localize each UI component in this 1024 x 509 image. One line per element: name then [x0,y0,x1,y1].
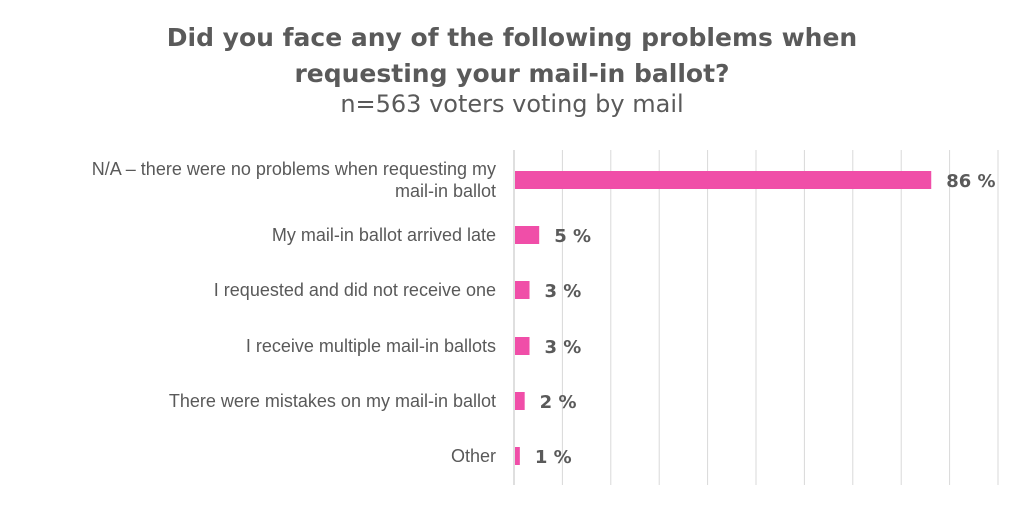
bar [515,226,540,244]
category-label: I receive multiple mail-in ballots [246,336,496,356]
category-label: Other [451,446,496,466]
bar [515,392,525,410]
data-label: 3 % [545,281,582,302]
category-label: I requested and did not receive one [214,280,496,300]
bar [515,281,530,299]
category-label: There were mistakes on my mail-in ballot [169,391,496,411]
bar [515,171,932,189]
data-label: 2 % [540,392,577,413]
data-label: 5 % [554,226,591,247]
data-label: 1 % [535,447,572,468]
bar [515,337,530,355]
chart-title-line-1: Did you face any of the following proble… [166,23,858,52]
bar [515,447,520,465]
data-label: 86 % [946,171,995,192]
category-label: mail-in ballot [395,181,496,201]
category-label: N/A – there were no problems when reques… [92,159,496,179]
chart-title-line-2: requesting your mail-in ballot? [294,59,730,88]
chart-title: Did you face any of the following proble… [0,20,1024,92]
data-label: 3 % [545,337,582,358]
category-label: My mail-in ballot arrived late [272,225,496,245]
chart-subtitle: n=563 voters voting by mail [340,90,684,118]
